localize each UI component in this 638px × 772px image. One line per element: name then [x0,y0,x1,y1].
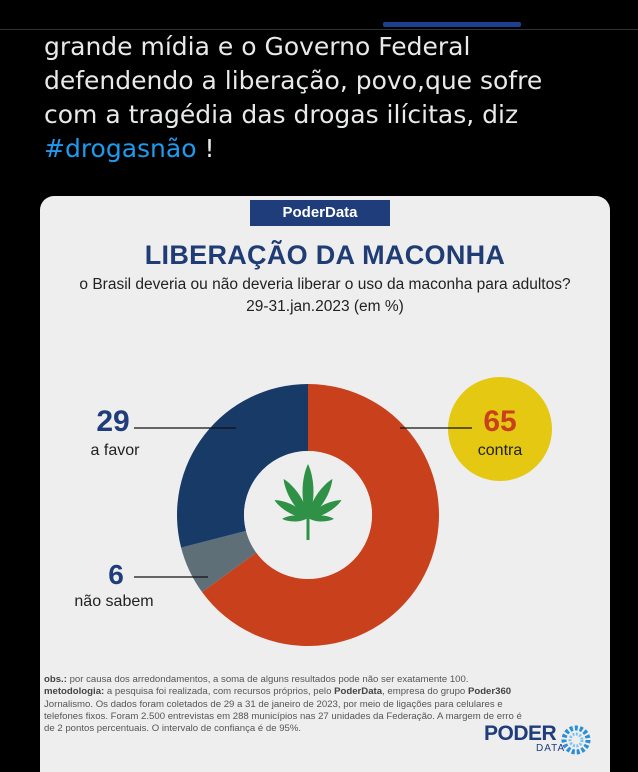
methodology-note: metodologia: a pesquisa foi realizada, c… [44,686,522,735]
tweet-line-2: defendendo a liberação, povo,que sofre [44,66,543,95]
a-favor-label: a favor [91,442,141,459]
tweet-text: grande mídia e o Governo Federal defende… [44,30,624,166]
survey-date: 29-31.jan.2023 (em %) [246,298,404,315]
a-favor-value: 29 [96,405,129,438]
hashtag-link[interactable]: #drogasnão [44,134,197,163]
tweet-line-1: grande mídia e o Governo Federal [44,32,471,61]
donut-chart: 65 contra 29 a favor 6 não sabem [74,377,552,646]
leaf-leaflet [283,478,308,518]
tweet-suffix: ! [196,134,215,163]
donut-slice-a-favor [177,384,308,548]
contra-highlight-circle [448,377,552,481]
logo-word: PODER [484,722,557,745]
nao-sabem-value: 6 [108,559,124,590]
infographic-title: LIBERAÇÃO DA MACONHA [144,240,506,270]
poderdata-logo: PODER DATA [484,722,594,762]
leaf-leaflet [302,464,314,518]
nao-sabem-label: não sabem [74,593,153,610]
top-divider [0,29,638,30]
contra-label: contra [478,442,523,459]
leaf-leaflet [274,500,308,518]
tweet-line-3: com a tragédia das drogas ilícitas, diz [44,100,519,129]
logo-ring-icon [561,725,591,755]
leaf-leaflet [282,515,308,522]
poderdata-badge: PoderData [250,200,390,226]
tweet-line-4: #drogasnão ! [44,132,624,166]
footnote: obs.: por causa dos arredondamentos, a s… [44,674,524,735]
logo-sub: DATA [536,743,566,754]
survey-question: o Brasil deveria ou não deveria liberar … [79,276,571,293]
cannabis-leaf-icon [274,464,342,540]
leaf-leaflet [308,500,342,518]
donut-slice-contra [202,384,439,646]
contra-value: 65 [483,405,516,438]
leaf-leaflet [308,478,333,518]
obs-note: obs.: por causa dos arredondamentos, a s… [44,674,469,685]
tweet-media-image[interactable]: PoderData LIBERAÇÃO DA MACONHA o Brasil … [40,196,610,772]
top-accent-bar [383,22,521,27]
leaf-leaflet [308,515,334,522]
